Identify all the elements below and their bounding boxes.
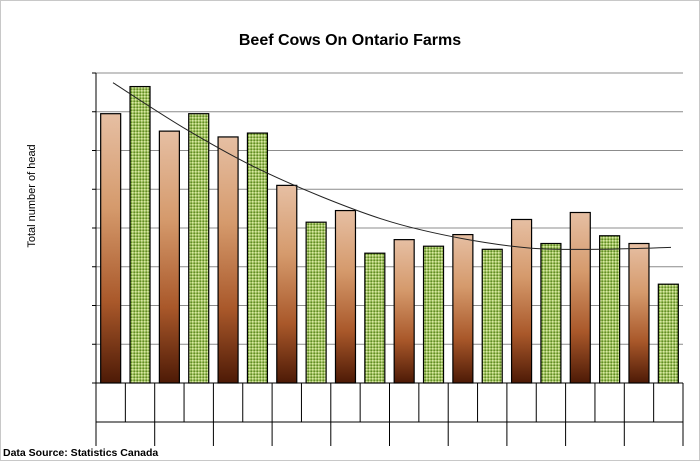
data-source-note: Data Source: Statistics Canada xyxy=(3,447,158,459)
bar-2014-jan xyxy=(217,136,239,384)
bar-2016-jan xyxy=(334,209,357,384)
bar-2015-jul xyxy=(305,221,327,384)
bar-2013-jan xyxy=(158,130,180,384)
bar-2015-jan xyxy=(276,184,298,384)
bar-2018-jan xyxy=(452,233,474,384)
bar-2020-jan xyxy=(569,211,591,384)
bar-2021-jan xyxy=(628,242,650,384)
bar-2019-jul xyxy=(540,242,562,384)
trendline xyxy=(112,82,672,250)
bar-2014-jul xyxy=(246,132,269,384)
bar-2019-jan xyxy=(510,218,533,384)
y-axis-label: Total number of head xyxy=(26,144,38,247)
bar-2012-jan xyxy=(100,113,122,384)
bar-2016-jul xyxy=(364,252,386,384)
bar-2020-jul xyxy=(599,235,621,384)
bar-2017-jul xyxy=(422,245,445,384)
bar-2017-jan xyxy=(393,239,415,384)
bar-2021-jul xyxy=(657,283,679,384)
chart-title: Beef Cows On Ontario Farms xyxy=(239,32,461,49)
bar-2018-jul xyxy=(481,248,503,384)
bar-2013-jul xyxy=(188,113,210,384)
bar-2012-jul xyxy=(129,85,151,384)
